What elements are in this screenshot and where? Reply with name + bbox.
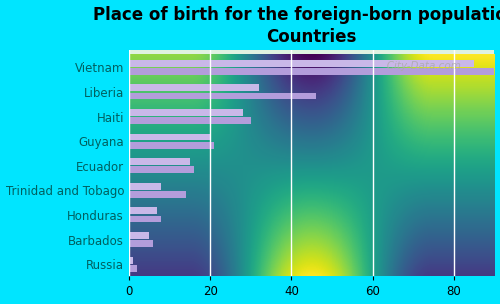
Bar: [129, 166, 194, 173]
Bar: [129, 265, 137, 271]
Bar: [129, 232, 149, 239]
Bar: [129, 142, 214, 149]
Bar: [129, 68, 498, 75]
Bar: [129, 117, 251, 124]
Bar: [129, 60, 474, 67]
Bar: [129, 183, 162, 190]
Bar: [129, 240, 154, 247]
Bar: [129, 191, 186, 198]
Bar: [129, 92, 316, 99]
Bar: [129, 216, 162, 223]
Bar: [129, 134, 210, 140]
Bar: [129, 85, 259, 91]
Bar: [129, 109, 242, 116]
Text: City-Data.com: City-Data.com: [378, 61, 462, 71]
Bar: [129, 158, 190, 165]
Bar: [129, 257, 133, 264]
Bar: [129, 207, 158, 214]
Title: Place of birth for the foreign-born population -
Countries: Place of birth for the foreign-born popu…: [92, 5, 500, 46]
